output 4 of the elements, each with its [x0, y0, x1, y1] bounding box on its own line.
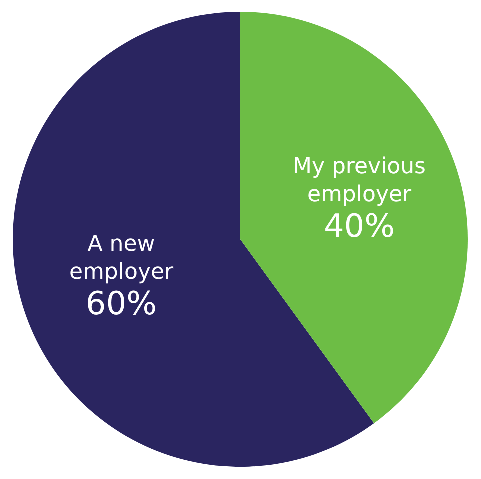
slice-label: A new employer [69, 232, 174, 285]
slice-label: My previous employer [292, 154, 426, 208]
data-label: 60% [86, 284, 158, 322]
data-label: 40% [324, 207, 396, 246]
